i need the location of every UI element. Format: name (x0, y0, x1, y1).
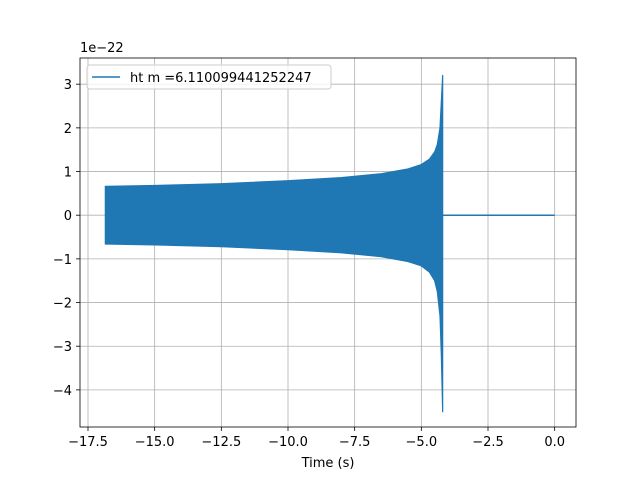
legend-box (86, 64, 332, 90)
legend: ht m =6.110099441252247 (86, 64, 332, 90)
x-tick-label: −7.5 (339, 435, 371, 450)
axis-ticks: −17.5 −15.0 −12.5 −10.0 −7.5 −5.0 −2.5 0.0 −4 −3 −… (53, 78, 565, 450)
y-tick-label: −4 (53, 384, 72, 399)
x-tick-label: −15.0 (135, 435, 175, 450)
x-tick-label: −10.0 (268, 435, 308, 450)
y-tick-label: −2 (53, 297, 72, 312)
y-tick-label: 3 (64, 78, 72, 93)
y-tick-label: −1 (53, 253, 72, 268)
y-tick-label: −3 (53, 340, 72, 355)
y-tick-label: 1 (64, 166, 72, 181)
x-tick-label: −12.5 (201, 435, 241, 450)
x-tick-label: −5.0 (406, 435, 438, 450)
axes-frame (79, 57, 577, 428)
x-axis-title: Time (s) (301, 456, 355, 471)
y-scale-offset-text: 1e−22 (80, 41, 124, 56)
x-tick-label: 0.0 (544, 435, 565, 450)
x-tick-label: −2.5 (472, 435, 504, 450)
x-tick-label: −17.5 (68, 435, 108, 450)
legend-label: ht m =6.110099441252247 (130, 71, 312, 86)
y-tick-label: 0 (64, 209, 72, 224)
waveform-oscillation-band (104, 74, 444, 413)
y-tick-label: 2 (64, 122, 72, 137)
plot-area (104, 74, 555, 413)
